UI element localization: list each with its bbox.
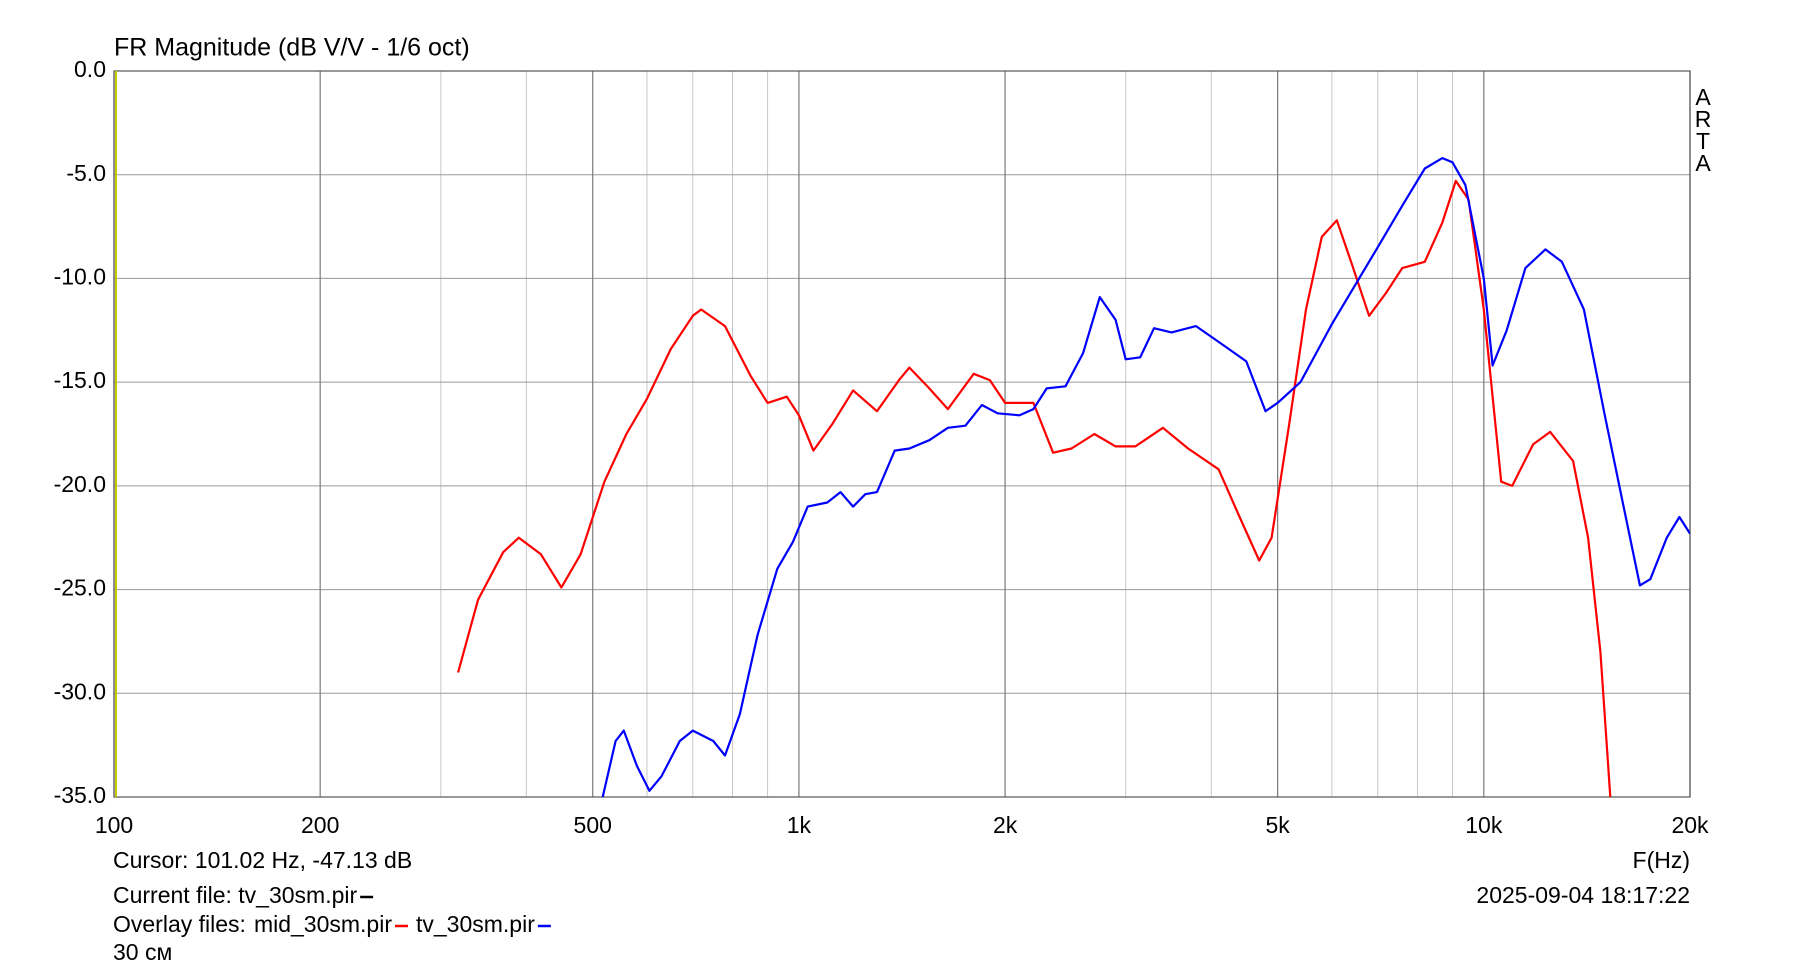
x-axis-label: F(Hz) bbox=[1633, 847, 1690, 873]
x-tick-label: 200 bbox=[301, 812, 339, 838]
overlay-label: Overlay files: bbox=[113, 911, 246, 937]
timestamp: 2025-09-04 18:17:22 bbox=[1476, 882, 1690, 908]
y-tick-label: -10.0 bbox=[54, 264, 106, 290]
x-tick-label: 10k bbox=[1465, 812, 1503, 838]
x-tick-label: 100 bbox=[95, 812, 133, 838]
x-tick-label: 5k bbox=[1265, 812, 1290, 838]
y-tick-label: -20.0 bbox=[54, 471, 106, 497]
x-tick-label: 2k bbox=[993, 812, 1018, 838]
legend-label: mid_30sm.pir bbox=[254, 911, 392, 937]
y-tick-label: -15.0 bbox=[54, 367, 106, 393]
x-tick-label: 20k bbox=[1671, 812, 1709, 838]
chart-title: FR Magnitude (dB V/V - 1/6 oct) bbox=[114, 34, 470, 62]
y-tick-label: -35.0 bbox=[54, 782, 106, 808]
legend-label: tv_30sm.pir bbox=[416, 911, 535, 937]
note: 30 см bbox=[113, 939, 172, 965]
cursor-text: Cursor: 101.02 Hz, -47.13 dB bbox=[113, 847, 412, 873]
y-tick-label: 0.0 bbox=[74, 56, 106, 82]
y-tick-label: -30.0 bbox=[54, 678, 106, 704]
series-line bbox=[601, 157, 1690, 797]
current-file: Current file: tv_30sm.pir bbox=[113, 882, 357, 908]
x-tick-label: 1k bbox=[787, 812, 812, 838]
plot-frame bbox=[113, 70, 1691, 798]
x-tick-label: 500 bbox=[574, 812, 612, 838]
series-line bbox=[457, 179, 1612, 797]
y-tick-label: -25.0 bbox=[54, 575, 106, 601]
watermark: ARTA bbox=[1690, 84, 1716, 172]
y-tick-label: -5.0 bbox=[66, 160, 106, 186]
